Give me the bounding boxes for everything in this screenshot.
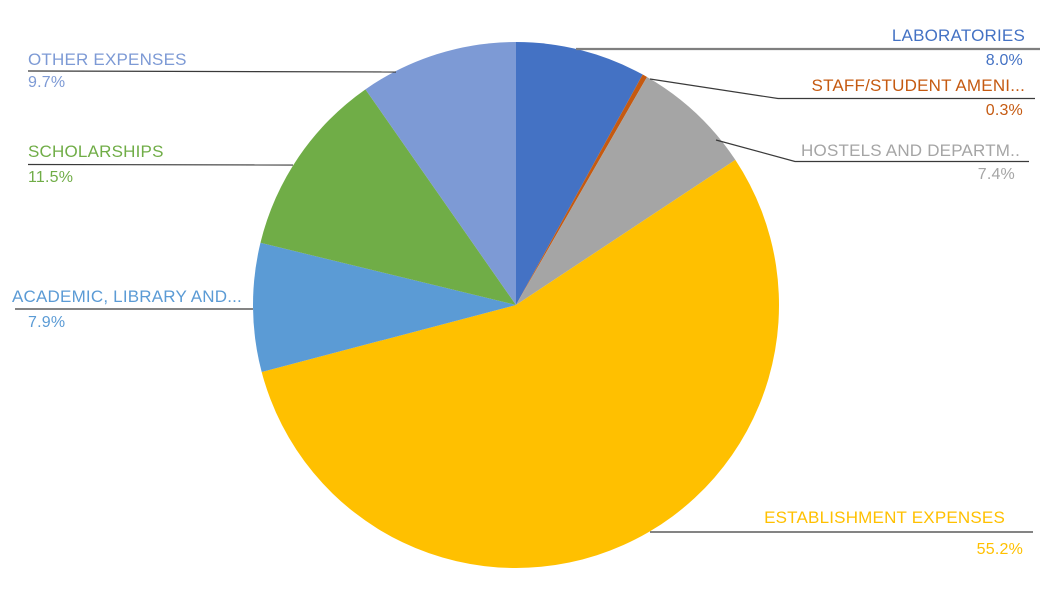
leader-line-hostels-and-departments	[715, 139, 1029, 163]
slice-label-academic-library: ACADEMIC, LIBRARY AND...	[12, 287, 242, 306]
slice-label-other-expenses: OTHER EXPENSES	[28, 50, 187, 69]
slice-label-staff-student-amenities: STAFF/STUDENT AMENI...	[811, 76, 1025, 95]
pie-slice-laboratories	[516, 42, 643, 305]
slice-label-hostels-and-departments: HOSTELS AND DEPARTM..	[801, 141, 1020, 160]
pie-slice-scholarships	[260, 89, 516, 305]
slice-pct-hostels-and-departments: 7.4%	[977, 166, 1015, 183]
slice-pct-laboratories: 8.0%	[985, 52, 1023, 69]
slice-pct-scholarships: 11.5%	[28, 169, 74, 186]
leader-line-staff-student-amenities	[649, 78, 1035, 100]
pie-slice-establishment-expenses	[261, 159, 780, 569]
slice-label-laboratories: LABORATORIES	[891, 26, 1025, 45]
slice-pct-staff-student-amenities: 0.3%	[985, 102, 1023, 119]
slice-pct-other-expenses: 9.7%	[28, 74, 66, 91]
leader-line-other-expenses	[27, 70, 397, 73]
pie-slice-hostels-and-departments	[516, 76, 736, 306]
leader-line-scholarships	[27, 163, 294, 166]
slice-pct-establishment-expenses: 55.2%	[976, 541, 1023, 558]
slice-pct-academic-library: 7.9%	[28, 314, 66, 331]
slice-label-scholarships: SCHOLARSHIPS	[28, 142, 164, 161]
pie-slice-staff-student-amenities	[516, 74, 648, 305]
pie-slice-other-expenses	[365, 42, 516, 305]
pie-slice-academic-library-and	[253, 242, 516, 372]
slice-label-establishment-expenses: ESTABLISHMENT EXPENSES	[764, 508, 1005, 527]
